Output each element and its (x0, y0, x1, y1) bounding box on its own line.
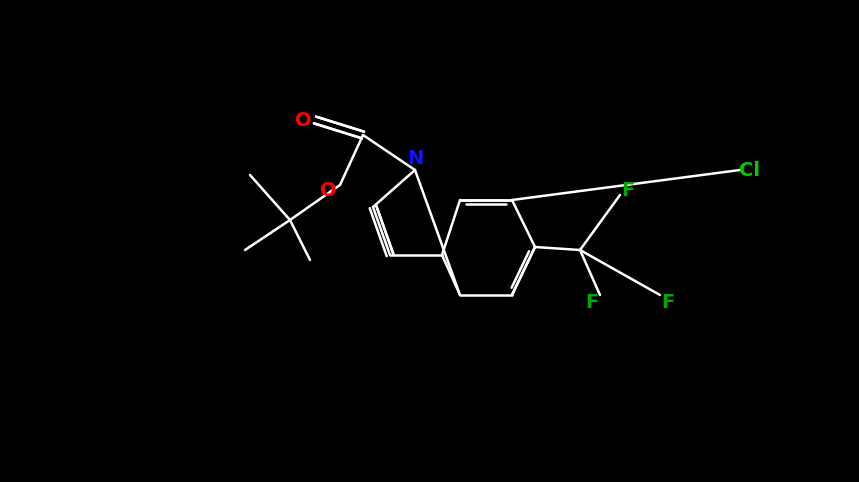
Text: F: F (661, 294, 674, 312)
Text: Cl: Cl (740, 161, 760, 179)
Text: F: F (585, 294, 599, 312)
Text: O: O (295, 110, 311, 130)
Text: F: F (621, 180, 635, 200)
Text: N: N (407, 148, 423, 168)
Text: O: O (320, 182, 337, 201)
